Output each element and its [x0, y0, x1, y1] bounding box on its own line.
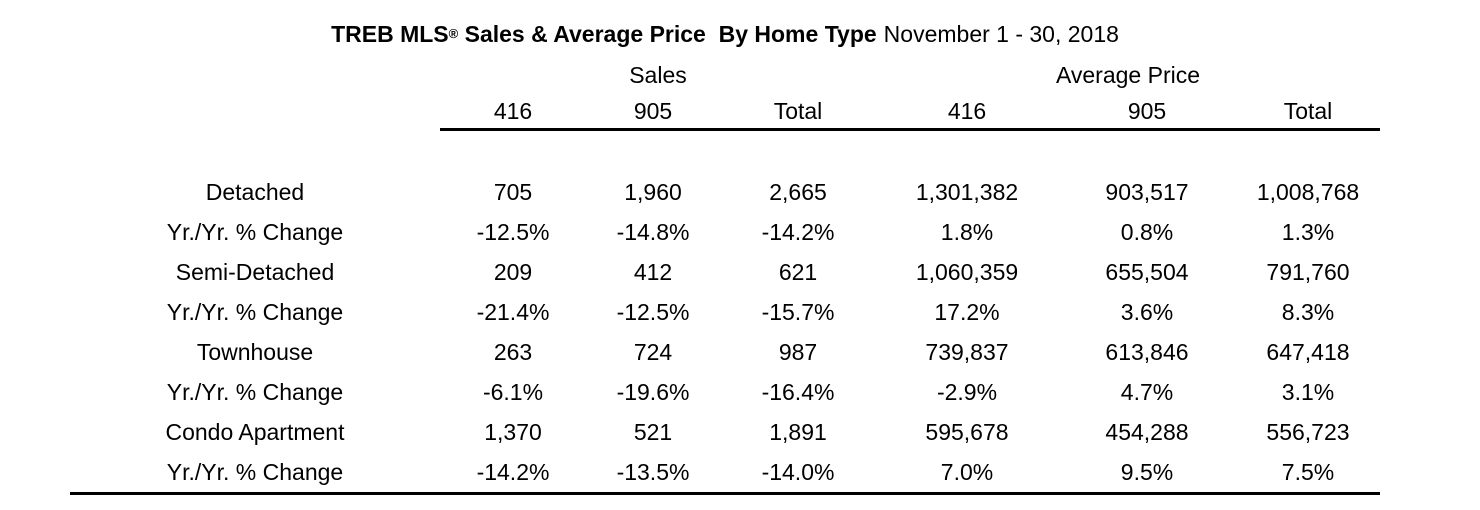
cell-avg-416: 1,060,359 — [915, 258, 1019, 285]
row-label: Condo Apartment — [165, 418, 345, 445]
row-label: Yr./Yr. % Change — [166, 458, 344, 485]
title-date-range: November 1 - 30, 2018 — [883, 20, 1119, 47]
table-row-condo-apartment-yoy-change: Yr./Yr. % Change -14.2% -13.5% -14.0% 7.… — [70, 452, 1380, 492]
column-header-avg-416: 416 — [876, 95, 1058, 131]
cell-sales-416: 209 — [493, 258, 533, 285]
cell-sales-905: -14.8% — [616, 218, 690, 245]
cell-avg-416: -2.9% — [936, 378, 998, 405]
cell-avg-416: 739,837 — [925, 338, 1009, 365]
table-row-semi-detached-yoy-change: Yr./Yr. % Change -21.4% -12.5% -15.7% 17… — [70, 292, 1380, 332]
cell-avg-416: 7.0% — [940, 458, 994, 485]
row-label: Yr./Yr. % Change — [166, 378, 344, 405]
cell-sales-905: -13.5% — [616, 458, 690, 485]
table-row-townhouse-yoy-change: Yr./Yr. % Change -6.1% -19.6% -16.4% -2.… — [70, 372, 1380, 412]
row-label: Yr./Yr. % Change — [166, 218, 344, 245]
sales-average-price-table: TREB MLS ® Sales & Average Price By Home … — [70, 0, 1380, 495]
cell-avg-416: 17.2% — [934, 298, 1000, 325]
blank-spacer-row — [70, 131, 1380, 172]
cell-avg-905: 903,517 — [1105, 178, 1189, 205]
column-header-spacer — [70, 95, 440, 131]
cell-avg-905: 0.8% — [1120, 218, 1174, 245]
cell-avg-416: 1.8% — [940, 218, 994, 245]
cell-avg-905: 9.5% — [1120, 458, 1174, 485]
cell-sales-total: 987 — [778, 338, 818, 365]
column-header-avg-total: Total — [1236, 95, 1380, 131]
row-label: Townhouse — [196, 338, 314, 365]
row-label: Detached — [205, 178, 305, 205]
cell-avg-total: 1.3% — [1281, 218, 1335, 245]
table-row-semi-detached: Semi-Detached 209 412 621 1,060,359 655,… — [70, 252, 1380, 292]
row-label: Semi-Detached — [175, 258, 335, 285]
cell-avg-total: 7.5% — [1281, 458, 1335, 485]
cell-sales-416: -6.1% — [482, 378, 544, 405]
cell-avg-905: 655,504 — [1105, 258, 1189, 285]
cell-sales-416: 263 — [493, 338, 533, 365]
cell-sales-905: 521 — [633, 418, 673, 445]
column-header-row: 416 905 Total 416 905 Total — [70, 95, 1380, 131]
group-header-sales: Sales — [629, 61, 687, 88]
title-subject: Sales & Average Price By Home Type — [458, 20, 877, 47]
cell-sales-905: 1,960 — [624, 178, 682, 205]
page-title: TREB MLS ® Sales & Average Price By Home … — [331, 20, 1119, 47]
column-header-avg-905: 905 — [1058, 95, 1236, 131]
cell-sales-905: 412 — [633, 258, 673, 285]
cell-sales-905: 724 — [633, 338, 673, 365]
cell-avg-905: 4.7% — [1120, 378, 1174, 405]
cell-sales-416: 705 — [493, 178, 533, 205]
cell-sales-total: -15.7% — [761, 298, 835, 325]
cell-avg-905: 3.6% — [1120, 298, 1174, 325]
group-header-row: Sales Average Price — [70, 55, 1380, 95]
cell-avg-905: 454,288 — [1105, 418, 1189, 445]
cell-avg-total: 556,723 — [1266, 418, 1350, 445]
cell-sales-416: 1,370 — [484, 418, 542, 445]
table-row-detached: Detached 705 1,960 2,665 1,301,382 903,5… — [70, 172, 1380, 212]
row-label: Yr./Yr. % Change — [166, 298, 344, 325]
cell-sales-905: -12.5% — [616, 298, 690, 325]
table-row-townhouse: Townhouse 263 724 987 739,837 613,846 64… — [70, 332, 1380, 372]
cell-sales-905: -19.6% — [616, 378, 690, 405]
cell-avg-total: 8.3% — [1281, 298, 1335, 325]
cell-sales-416: -21.4% — [476, 298, 550, 325]
cell-avg-total: 647,418 — [1266, 338, 1350, 365]
cell-sales-total: 621 — [778, 258, 818, 285]
cell-avg-416: 1,301,382 — [915, 178, 1019, 205]
group-header-average-price: Average Price — [1055, 61, 1201, 88]
cell-avg-905: 613,846 — [1105, 338, 1189, 365]
cell-avg-416: 595,678 — [925, 418, 1009, 445]
cell-sales-416: -14.2% — [476, 458, 550, 485]
table-row-detached-yoy-change: Yr./Yr. % Change -12.5% -14.8% -14.2% 1.… — [70, 212, 1380, 252]
cell-avg-total: 791,760 — [1266, 258, 1350, 285]
table-row-condo-apartment: Condo Apartment 1,370 521 1,891 595,678 … — [70, 412, 1380, 452]
cell-sales-416: -12.5% — [476, 218, 550, 245]
cell-sales-total: 1,891 — [769, 418, 827, 445]
cell-sales-total: 2,665 — [769, 178, 827, 205]
cell-sales-total: -16.4% — [761, 378, 835, 405]
title-brand: TREB MLS — [331, 20, 449, 47]
column-header-sales-905: 905 — [586, 95, 720, 131]
column-header-sales-416: 416 — [440, 95, 586, 131]
column-header-sales-total: Total — [720, 95, 876, 131]
cell-sales-total: -14.2% — [761, 218, 835, 245]
cell-sales-total: -14.0% — [761, 458, 835, 485]
cell-avg-total: 1,008,768 — [1256, 178, 1360, 205]
cell-avg-total: 3.1% — [1281, 378, 1335, 405]
